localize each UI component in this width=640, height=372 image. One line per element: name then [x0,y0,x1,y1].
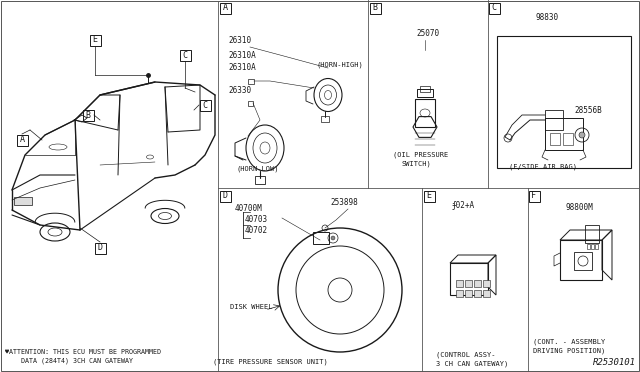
Bar [255,176,265,184]
Bar [560,240,602,280]
Text: 3 CH CAN GATEWAY): 3 CH CAN GATEWAY) [436,360,508,367]
Bar [220,190,230,202]
Text: E: E [93,35,97,45]
Text: 26310A: 26310A [228,63,256,72]
Text: 40702: 40702 [245,226,268,235]
Text: A: A [223,3,227,13]
Bar [220,3,230,13]
Text: SWITCH): SWITCH) [401,160,431,167]
Bar [450,263,488,295]
Text: 40703: 40703 [245,215,268,224]
Text: B: B [372,3,378,13]
Bar [591,244,594,249]
Text: D: D [223,192,227,201]
Text: DISK WHEEL: DISK WHEEL [230,304,273,310]
Bar [248,101,253,106]
Bar [17,135,28,145]
Text: B: B [86,110,90,119]
Text: ♥ATTENTION: THIS ECU MUST BE PROGRAMMED: ♥ATTENTION: THIS ECU MUST BE PROGRAMMED [5,349,161,355]
Bar [465,280,472,287]
Bar [483,290,490,297]
Bar [563,133,573,145]
Bar [529,190,540,202]
Text: 26310A: 26310A [228,51,256,60]
Circle shape [579,132,585,138]
Text: (HORN-LOW): (HORN-LOW) [237,166,279,172]
Text: 253898: 253898 [330,198,358,207]
Bar [456,280,463,287]
Bar [415,99,435,127]
Text: DATA (284T4) 3CH CAN GATEWAY: DATA (284T4) 3CH CAN GATEWAY [5,357,133,364]
Bar [497,36,631,168]
Bar [465,290,472,297]
Bar [417,89,433,97]
Bar [550,133,560,145]
Bar [474,290,481,297]
Text: 28556B: 28556B [574,106,602,115]
Bar [585,225,599,243]
Text: C: C [182,51,188,60]
Text: DRIVING POSITION): DRIVING POSITION) [533,347,605,354]
Bar [424,190,435,202]
Text: 40700M: 40700M [235,204,263,213]
Text: 26330: 26330 [228,86,251,95]
Bar [456,290,463,297]
Bar [321,116,329,122]
Text: E: E [426,192,431,201]
Bar [483,280,490,287]
Bar [574,252,592,270]
Text: 98800M: 98800M [566,203,594,212]
Bar [488,3,499,13]
Text: 26310: 26310 [228,36,251,45]
Bar [83,109,93,121]
Text: 25070: 25070 [416,29,439,38]
Text: (F/SIDE AIR BAG): (F/SIDE AIR BAG) [509,164,577,170]
Text: 98830: 98830 [535,13,558,22]
Bar [95,243,106,253]
Bar [545,118,583,150]
Bar [313,232,329,244]
Bar [595,244,598,249]
Text: D: D [97,244,102,253]
Text: (CONTROL ASSY-: (CONTROL ASSY- [436,352,495,358]
Text: (TIRE PRESSURE SENSOR UNIT): (TIRE PRESSURE SENSOR UNIT) [212,359,328,365]
Text: A: A [19,135,24,144]
Bar [14,197,32,205]
Bar [474,280,481,287]
Text: (CONT. - ASSEMBLY: (CONT. - ASSEMBLY [533,339,605,345]
Text: (HORN-HIGH): (HORN-HIGH) [317,61,364,68]
Bar [179,49,191,61]
Bar [545,110,563,130]
Text: (OIL PRESSURE: (OIL PRESSURE [393,151,448,158]
Text: R2530101: R2530101 [593,358,636,367]
Text: C: C [202,100,207,109]
Bar [420,86,430,92]
Bar [369,3,381,13]
Text: C: C [492,3,497,13]
Circle shape [331,236,335,240]
Text: ʄ02+A: ʄ02+A [452,201,475,210]
Bar [248,79,254,84]
Bar [587,244,590,249]
Bar [90,35,100,45]
Text: F: F [531,192,536,201]
Bar [200,99,211,110]
